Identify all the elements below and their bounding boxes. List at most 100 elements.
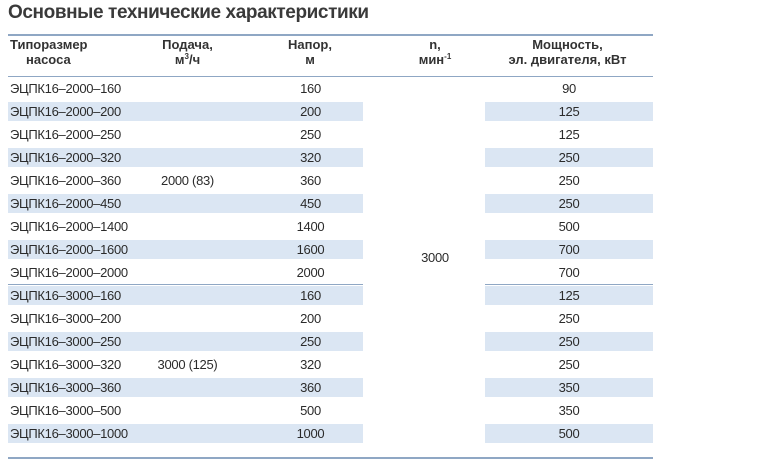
cell-power: 250 <box>558 173 580 188</box>
row-band <box>258 194 363 213</box>
cell-pump-type: ЭЦПК16–3000–320 <box>10 357 121 372</box>
header-pump-type-line2: насоса <box>26 52 71 67</box>
header-speed-unit-sup: -1 <box>444 52 452 61</box>
header-flow-unit-b: /ч <box>188 52 201 67</box>
header-pump-type-line1: Типоразмер <box>10 37 88 52</box>
row-band <box>8 378 258 397</box>
table-row: ЭЦПК16–3000–160 160 125 <box>0 284 780 307</box>
cell-flow: 3000 (125) <box>157 357 218 372</box>
cell-speed: 3000 <box>421 250 449 265</box>
cell-power: 250 <box>558 311 580 326</box>
cell-head: 250 <box>300 334 321 349</box>
table-row: ЭЦПК16–3000–360 360 350 <box>0 376 780 399</box>
cell-power: 500 <box>558 426 580 441</box>
cell-head: 360 <box>300 173 321 188</box>
cell-pump-type: ЭЦПК16–3000–200 <box>10 311 121 326</box>
row-band <box>258 286 363 305</box>
header-head: Напор, м <box>260 37 360 67</box>
cell-head: 1400 <box>296 219 325 234</box>
row-band <box>8 240 258 259</box>
row-band <box>485 240 653 259</box>
cell-pump-type: ЭЦПК16–3000–360 <box>10 380 121 395</box>
cell-head: 250 <box>300 127 321 142</box>
row-band <box>8 332 258 351</box>
table-row: ЭЦПК16–2000–250 250 125 <box>0 123 780 146</box>
group-divider <box>485 284 653 285</box>
header-head-line2: м <box>305 52 315 67</box>
cell-head: 360 <box>300 380 321 395</box>
table-row: ЭЦПК16–2000–200 200 125 <box>0 100 780 123</box>
header-speed-unit-text: мин <box>418 52 445 67</box>
cell-head: 160 <box>300 288 321 303</box>
header-speed-unit: мин-1 <box>395 52 475 67</box>
group-divider <box>8 284 363 285</box>
row-band <box>485 148 653 167</box>
cell-head: 1600 <box>296 242 325 257</box>
header-flow-unit-sup: 3 <box>184 52 189 61</box>
row-band <box>258 332 363 351</box>
cell-power: 700 <box>558 265 580 280</box>
cell-head: 450 <box>300 196 321 211</box>
header-power-line2: эл. двигателя, кВт <box>508 52 627 67</box>
cell-pump-type: ЭЦПК16–2000–360 <box>10 173 121 188</box>
row-band <box>485 102 653 121</box>
cell-pump-type: ЭЦПК16–3000–1000 <box>10 426 128 441</box>
table-row: ЭЦПК16–2000–450 450 250 <box>0 192 780 215</box>
header-power-line1: Мощность, <box>532 37 603 52</box>
table-bottom-rule <box>8 457 653 459</box>
row-band <box>8 424 258 443</box>
cell-power: 125 <box>558 288 580 303</box>
table-row: ЭЦПК16–2000–160 160 90 <box>0 77 780 100</box>
table-row: ЭЦПК16–3000–250 250 250 <box>0 330 780 353</box>
table-top-rule <box>8 34 653 36</box>
cell-head: 200 <box>300 311 321 326</box>
row-band <box>258 378 363 397</box>
cell-head: 1000 <box>296 426 325 441</box>
header-power: Мощность, эл. двигателя, кВт <box>485 37 650 67</box>
cell-power: 250 <box>558 357 580 372</box>
row-band <box>8 286 258 305</box>
cell-pump-type: ЭЦПК16–2000–250 <box>10 127 121 142</box>
table-row: ЭЦПК16–2000–1400 1400 500 <box>0 215 780 238</box>
header-flow-unit: м3/ч <box>140 52 235 67</box>
cell-head: 320 <box>300 150 321 165</box>
table-row: ЭЦПК16–2000–1600 1600 700 <box>0 238 780 261</box>
cell-head: 2000 <box>296 265 325 280</box>
cell-power: 125 <box>558 104 580 119</box>
page-title: Основные технические характеристики <box>8 2 369 23</box>
header-flow-line1: Подача, <box>162 37 213 52</box>
cell-power: 350 <box>558 403 580 418</box>
row-band <box>8 194 258 213</box>
header-flow-unit-a: м <box>174 52 185 67</box>
header-pump-type: Типоразмер насоса <box>10 37 150 67</box>
header-head-line1: Напор, <box>288 37 332 52</box>
row-band <box>258 424 363 443</box>
table-row: ЭЦПК16–2000–360 360 250 <box>0 169 780 192</box>
table-row: ЭЦПК16–3000–1000 1000 500 <box>0 422 780 445</box>
table-row: ЭЦПК16–2000–2000 2000 700 <box>0 261 780 284</box>
cell-pump-type: ЭЦПК16–3000–160 <box>10 288 121 303</box>
table-row: ЭЦПК16–3000–320 320 250 <box>0 353 780 376</box>
cell-power: 250 <box>558 196 580 211</box>
table-row: ЭЦПК16–3000–200 200 250 <box>0 307 780 330</box>
cell-pump-type: ЭЦПК16–2000–1400 <box>10 219 128 234</box>
cell-power: 700 <box>558 242 580 257</box>
table-row: ЭЦПК16–2000–320 320 250 <box>0 146 780 169</box>
cell-pump-type: ЭЦПК16–2000–320 <box>10 150 121 165</box>
row-band <box>485 194 653 213</box>
row-band <box>485 378 653 397</box>
row-band <box>8 102 258 121</box>
row-band <box>258 148 363 167</box>
cell-head: 160 <box>300 81 321 96</box>
header-rule <box>8 76 653 77</box>
cell-head: 500 <box>300 403 321 418</box>
cell-pump-type: ЭЦПК16–3000–250 <box>10 334 121 349</box>
row-band <box>258 102 363 121</box>
cell-pump-type: ЭЦПК16–3000–500 <box>10 403 121 418</box>
cell-pump-type: ЭЦПК16–2000–200 <box>10 104 121 119</box>
cell-head: 200 <box>300 104 321 119</box>
cell-pump-type: ЭЦПК16–2000–2000 <box>10 265 128 280</box>
row-band <box>258 240 363 259</box>
cell-power: 250 <box>558 150 580 165</box>
row-band <box>8 148 258 167</box>
